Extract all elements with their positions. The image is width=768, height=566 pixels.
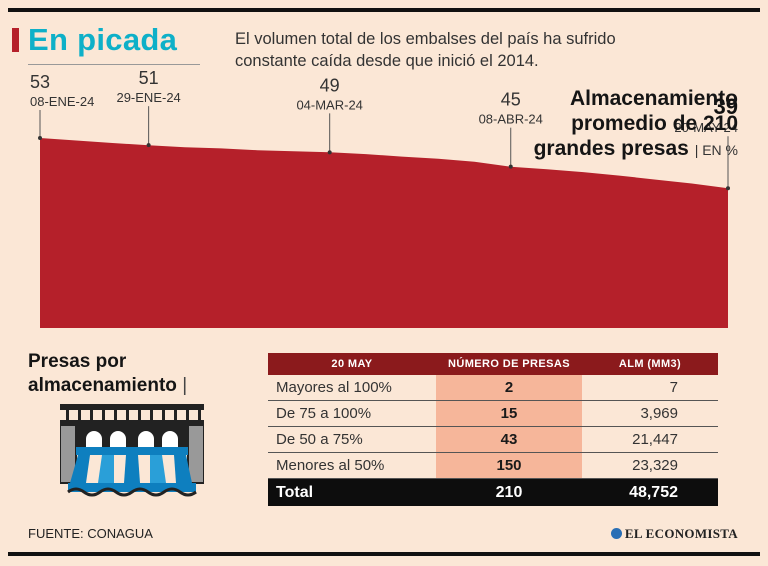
row-alm: 7 xyxy=(582,375,718,401)
chart-title-line1: Almacenamiento xyxy=(569,87,738,110)
dam-icon xyxy=(60,404,204,497)
table-row: De 75 a 100% 15 3,969 xyxy=(268,400,718,427)
area-series xyxy=(40,138,728,328)
chart-title-line3: grandes presas xyxy=(533,137,689,160)
row-count: 43 xyxy=(436,426,582,453)
data-label-value: 51 xyxy=(139,68,159,88)
data-label-date: 20-MAY-24 xyxy=(674,120,738,135)
table-row: De 50 a 75% 43 21,447 xyxy=(268,426,718,453)
row-label: Mayores al 100% xyxy=(268,375,436,401)
table-col-alm-label: ALM (MM3) xyxy=(618,358,682,370)
data-label-value: 39 xyxy=(714,94,738,119)
data-label-value: 49 xyxy=(320,75,340,95)
source-note: FUENTE: CONAGUA xyxy=(28,526,153,541)
table-col-alm: ALM (MM3) xyxy=(582,353,718,375)
data-label-date: 08-ABR-24 xyxy=(479,112,543,127)
table-title-line2: almacenamiento xyxy=(28,375,177,396)
row-label: De 50 a 75% xyxy=(268,426,436,453)
row-label: Menores al 50% xyxy=(268,452,436,479)
row-count: 2 xyxy=(436,375,582,401)
area-chart: 53 08-ENE-24 51 29-ENE-24 49 04-MAR-24 45 08-AB… xyxy=(30,68,738,328)
data-point xyxy=(508,164,513,169)
table-title-line1: Presas por xyxy=(28,351,127,372)
chart-unit: | EN % xyxy=(694,142,738,158)
total-alm: 48,752 xyxy=(582,478,718,506)
row-alm: 3,969 xyxy=(582,400,718,427)
data-label-date: 04-MAR-24 xyxy=(296,97,362,112)
row-count: 150 xyxy=(436,452,582,479)
table-title: Presas por almacenamiento | xyxy=(28,350,187,398)
data-label-value: 45 xyxy=(501,90,521,110)
data-label-value: 53 xyxy=(30,72,50,92)
table-col-date: 20 MAY xyxy=(268,353,436,375)
headline: En picada xyxy=(28,22,178,57)
subtitle: El volumen total de los embalses del paí… xyxy=(235,30,616,70)
data-point xyxy=(327,150,332,155)
presas-table: 20 MAY NÚMERO DE PRESAS ALM (MM3) Mayore… xyxy=(268,353,718,506)
data-label-date: 08-ENE-24 xyxy=(30,94,94,109)
row-alm: 23,329 xyxy=(582,452,718,479)
table-title-line2-wrap: almacenamiento | xyxy=(28,374,187,398)
chart-title: Almacenamiento promedio de 210 grandes p… xyxy=(498,86,738,163)
table-header-row: 20 MAY NÚMERO DE PRESAS ALM (MM3) xyxy=(268,353,718,375)
section-marker xyxy=(12,28,19,52)
brand: EL ECONOMISTA xyxy=(610,526,738,542)
data-point xyxy=(38,136,42,140)
data-label-date: 29-ENE-24 xyxy=(116,90,180,105)
table-row: Menores al 50% 150 23,329 xyxy=(268,452,718,479)
data-point xyxy=(146,143,151,148)
row-alm: 21,447 xyxy=(582,426,718,453)
row-count: 15 xyxy=(436,400,582,427)
table-col-count: NÚMERO DE PRESAS xyxy=(436,353,582,375)
brand-logo-icon xyxy=(610,528,622,539)
table-row: Mayores al 100% 2 7 xyxy=(268,375,718,401)
table-title-bar: | xyxy=(182,375,188,396)
data-point xyxy=(726,186,730,191)
top-rule xyxy=(8,8,760,12)
total-count: 210 xyxy=(436,478,582,506)
bottom-rule xyxy=(8,552,760,556)
total-label: Total xyxy=(268,478,436,506)
table-total-row: Total 210 48,752 xyxy=(268,478,718,506)
chart-title-line3-wrap: grandes presas | EN % xyxy=(498,136,738,163)
brand-name: EL ECONOMISTA xyxy=(624,526,738,541)
headline-underline xyxy=(28,64,200,65)
row-label: De 75 a 100% xyxy=(268,400,436,427)
chart-title-line2: promedio de 210 xyxy=(571,112,738,135)
